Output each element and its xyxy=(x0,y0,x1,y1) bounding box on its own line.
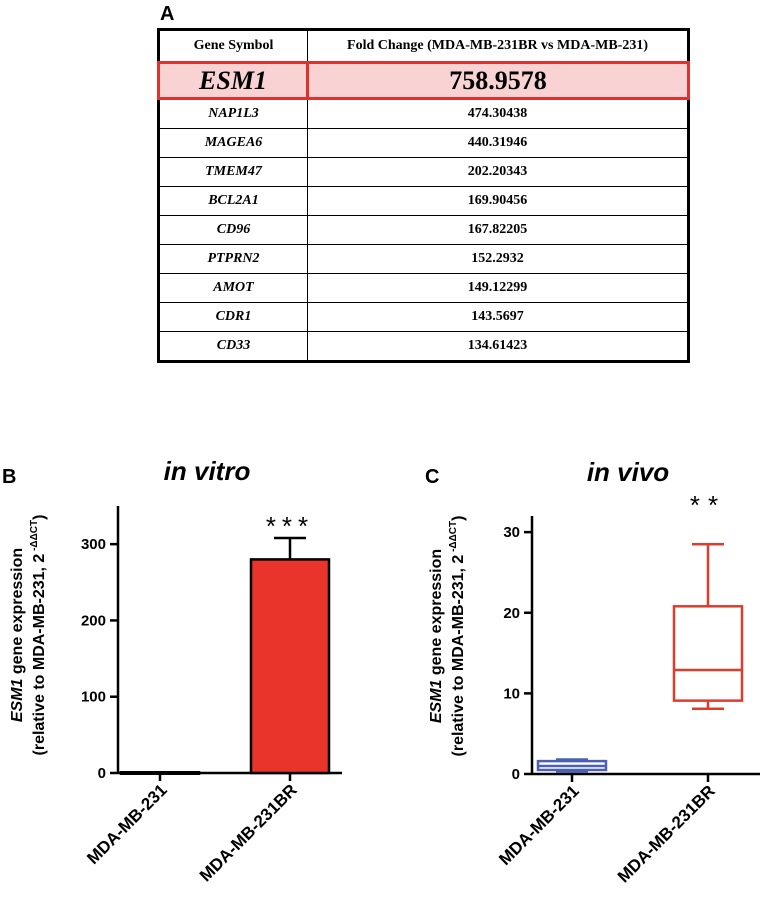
y-tick-label: 0 xyxy=(512,766,520,783)
table-row: NAP1L3 474.30438 xyxy=(158,98,689,129)
table-header-row: Gene Symbol Fold Change (MDA-MB-231BR vs… xyxy=(158,29,689,63)
gene-symbol-cell: CD33 xyxy=(158,331,308,362)
gene-symbol-cell: PTPRN2 xyxy=(158,244,308,274)
y-axis-label-2-end: ) xyxy=(31,515,48,520)
fold-change-cell: 134.61423 xyxy=(307,331,689,362)
gene-symbol-cell: NAP1L3 xyxy=(158,98,308,129)
y-axis-label-text: gene expression xyxy=(9,548,26,679)
header-fold-change: Fold Change (MDA-MB-231BR vs MDA-MB-231) xyxy=(307,29,689,63)
fold-change-cell: 152.2932 xyxy=(307,244,689,274)
y-axis-label: ESM1 gene expression xyxy=(9,548,26,722)
table-row: TMEM47 202.20343 xyxy=(158,157,689,187)
x-tick-label: MDA-MB-231 xyxy=(83,780,171,868)
y-axis-label-gene: ESM1 xyxy=(428,679,445,723)
x-tick-label: MDA-MB-231BR xyxy=(614,781,719,886)
gene-symbol-cell: ESM1 xyxy=(157,61,309,100)
bar xyxy=(249,558,331,775)
table-row-highlighted: ESM1 758.9578 xyxy=(157,61,690,100)
panel-label-a: A xyxy=(160,3,175,25)
table-row: CD33 134.61423 xyxy=(158,331,689,362)
y-tick-label: 200 xyxy=(81,612,106,629)
table-row: AMOT 149.12299 xyxy=(158,273,689,303)
gene-symbol-cell: BCL2A1 xyxy=(158,186,308,216)
y-axis-label-gene: ESM1 xyxy=(9,678,26,722)
gene-symbol-cell: TMEM47 xyxy=(158,157,308,187)
table-row: BCL2A1 169.90456 xyxy=(158,186,689,216)
y-axis-label-2-text: (relative to MDA-MB-231, 2 xyxy=(450,555,467,757)
table-row: CDR1 143.5697 xyxy=(158,302,689,332)
x-tick-label: MDA-MB-231BR xyxy=(196,780,301,885)
table-row: CD96 167.82205 xyxy=(158,215,689,245)
y-axis-label: ESM1 gene expression xyxy=(428,549,445,723)
fold-change-cell: 167.82205 xyxy=(307,215,689,245)
y-axis-label-2-text: (relative to MDA-MB-231, 2 xyxy=(31,554,48,756)
significance-marker: ** xyxy=(690,490,726,520)
panel-label-b: B xyxy=(2,466,17,488)
y-tick-label: 0 xyxy=(98,765,106,782)
fold-change-cell: 440.31946 xyxy=(307,128,689,158)
bar xyxy=(119,770,201,775)
y-axis-label-2-superscript: -ΔΔCT xyxy=(448,521,459,555)
y-axis-label-2-end: ) xyxy=(450,516,467,521)
significance-marker: *** xyxy=(266,511,314,541)
fold-change-cell: 758.9578 xyxy=(306,61,690,100)
chart-title: in vitro xyxy=(164,456,251,486)
y-axis-label-2: (relative to MDA-MB-231, 2 -ΔΔCT) xyxy=(448,516,467,757)
fold-change-cell: 143.5697 xyxy=(307,302,689,332)
y-tick-label: 30 xyxy=(503,524,520,541)
table-row: MAGEA6 440.31946 xyxy=(158,128,689,158)
fold-change-cell: 149.12299 xyxy=(307,273,689,303)
fold-change-cell: 202.20343 xyxy=(307,157,689,187)
fold-change-table: Gene Symbol Fold Change (MDA-MB-231BR vs… xyxy=(157,28,690,363)
box xyxy=(672,605,744,702)
panel-label-c: C xyxy=(425,466,440,488)
chart-title: in vivo xyxy=(587,457,669,487)
y-tick-label: 10 xyxy=(503,685,520,702)
gene-symbol-cell: MAGEA6 xyxy=(158,128,308,158)
y-axis-label-2-superscript: -ΔΔCT xyxy=(29,520,40,554)
y-axis-label-2: (relative to MDA-MB-231, 2 -ΔΔCT) xyxy=(29,515,48,756)
y-tick-label: 20 xyxy=(503,605,520,622)
y-axis-label-text: gene expression xyxy=(428,549,445,680)
table-row: PTPRN2 152.2932 xyxy=(158,244,689,274)
header-gene-symbol: Gene Symbol xyxy=(158,29,308,63)
y-tick-label: 100 xyxy=(81,689,106,706)
x-tick-label: MDA-MB-231 xyxy=(495,781,583,869)
y-tick-label: 300 xyxy=(81,536,106,553)
